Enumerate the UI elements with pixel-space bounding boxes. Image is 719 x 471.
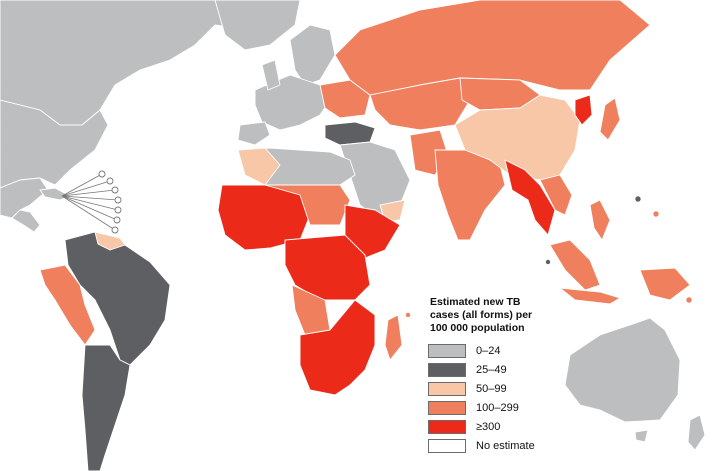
legend-label: 25–49 <box>476 364 507 376</box>
region-british-isles <box>261 59 281 91</box>
region-western-europe <box>254 74 331 131</box>
legend-item: No estimate <box>428 438 578 454</box>
region-china <box>454 94 581 181</box>
region-indonesia-islands <box>559 287 621 305</box>
region-japan <box>599 97 621 141</box>
island-callout-marker <box>111 186 119 194</box>
region-turkey <box>324 121 376 146</box>
island-marker <box>634 195 642 203</box>
legend-label: 100–299 <box>476 402 519 414</box>
island-callout-marker <box>114 206 122 214</box>
region-tasmania <box>634 429 649 443</box>
island-callout-marker <box>98 170 106 178</box>
region-southern-africa <box>299 299 376 396</box>
legend-label: 50–99 <box>476 383 507 395</box>
region-philippines <box>589 199 611 241</box>
legend-label: No estimate <box>476 440 535 452</box>
region-new-zealand <box>687 414 706 451</box>
region-sahel-central <box>264 184 351 226</box>
region-malaysia-indonesia-west <box>549 239 601 291</box>
region-greenland <box>214 0 301 51</box>
region-north-korea <box>574 94 593 126</box>
region-papua <box>639 267 691 301</box>
island-marker <box>405 312 411 318</box>
legend-item: 25–49 <box>428 362 578 378</box>
region-southern-cone <box>81 344 131 471</box>
legend-swatch <box>428 344 466 358</box>
region-mexico <box>0 177 49 219</box>
region-brazil <box>64 231 171 366</box>
island-marker <box>685 296 693 304</box>
island-callout-marker <box>106 177 114 185</box>
island-callout-marker <box>111 226 119 234</box>
legend-swatch <box>428 439 466 453</box>
region-guianas <box>94 231 126 251</box>
island-marker <box>545 259 551 265</box>
legend-item: ≥300 <box>428 419 578 435</box>
legend-swatch <box>428 382 466 396</box>
legend-swatch <box>428 420 466 434</box>
region-iberia <box>237 121 271 146</box>
region-myanmar-mekong <box>504 159 556 236</box>
region-indochina <box>539 174 573 216</box>
legend-item: 50–99 <box>428 381 578 397</box>
caribbean-callouts <box>61 170 122 234</box>
island-callout-marker <box>114 196 122 204</box>
region-northwest-africa <box>237 147 281 186</box>
legend-swatch <box>428 363 466 377</box>
legend: Estimated new TB cases (all forms) per 1… <box>428 296 578 457</box>
legend-label: ≥300 <box>476 421 501 433</box>
region-australia <box>564 317 681 423</box>
region-central-america <box>11 209 41 233</box>
island-callout-marker <box>113 216 121 224</box>
island-marker <box>652 210 660 218</box>
region-peru-andes <box>39 264 96 346</box>
legend-swatch <box>428 401 466 415</box>
legend-item: 100–299 <box>428 400 578 416</box>
legend-item: 0–24 <box>428 343 578 359</box>
legend-label: 0–24 <box>476 345 501 357</box>
region-scandinavia <box>289 24 336 86</box>
region-madagascar <box>384 314 403 361</box>
legend-title: Estimated new TB cases (all forms) per 1… <box>430 296 533 334</box>
